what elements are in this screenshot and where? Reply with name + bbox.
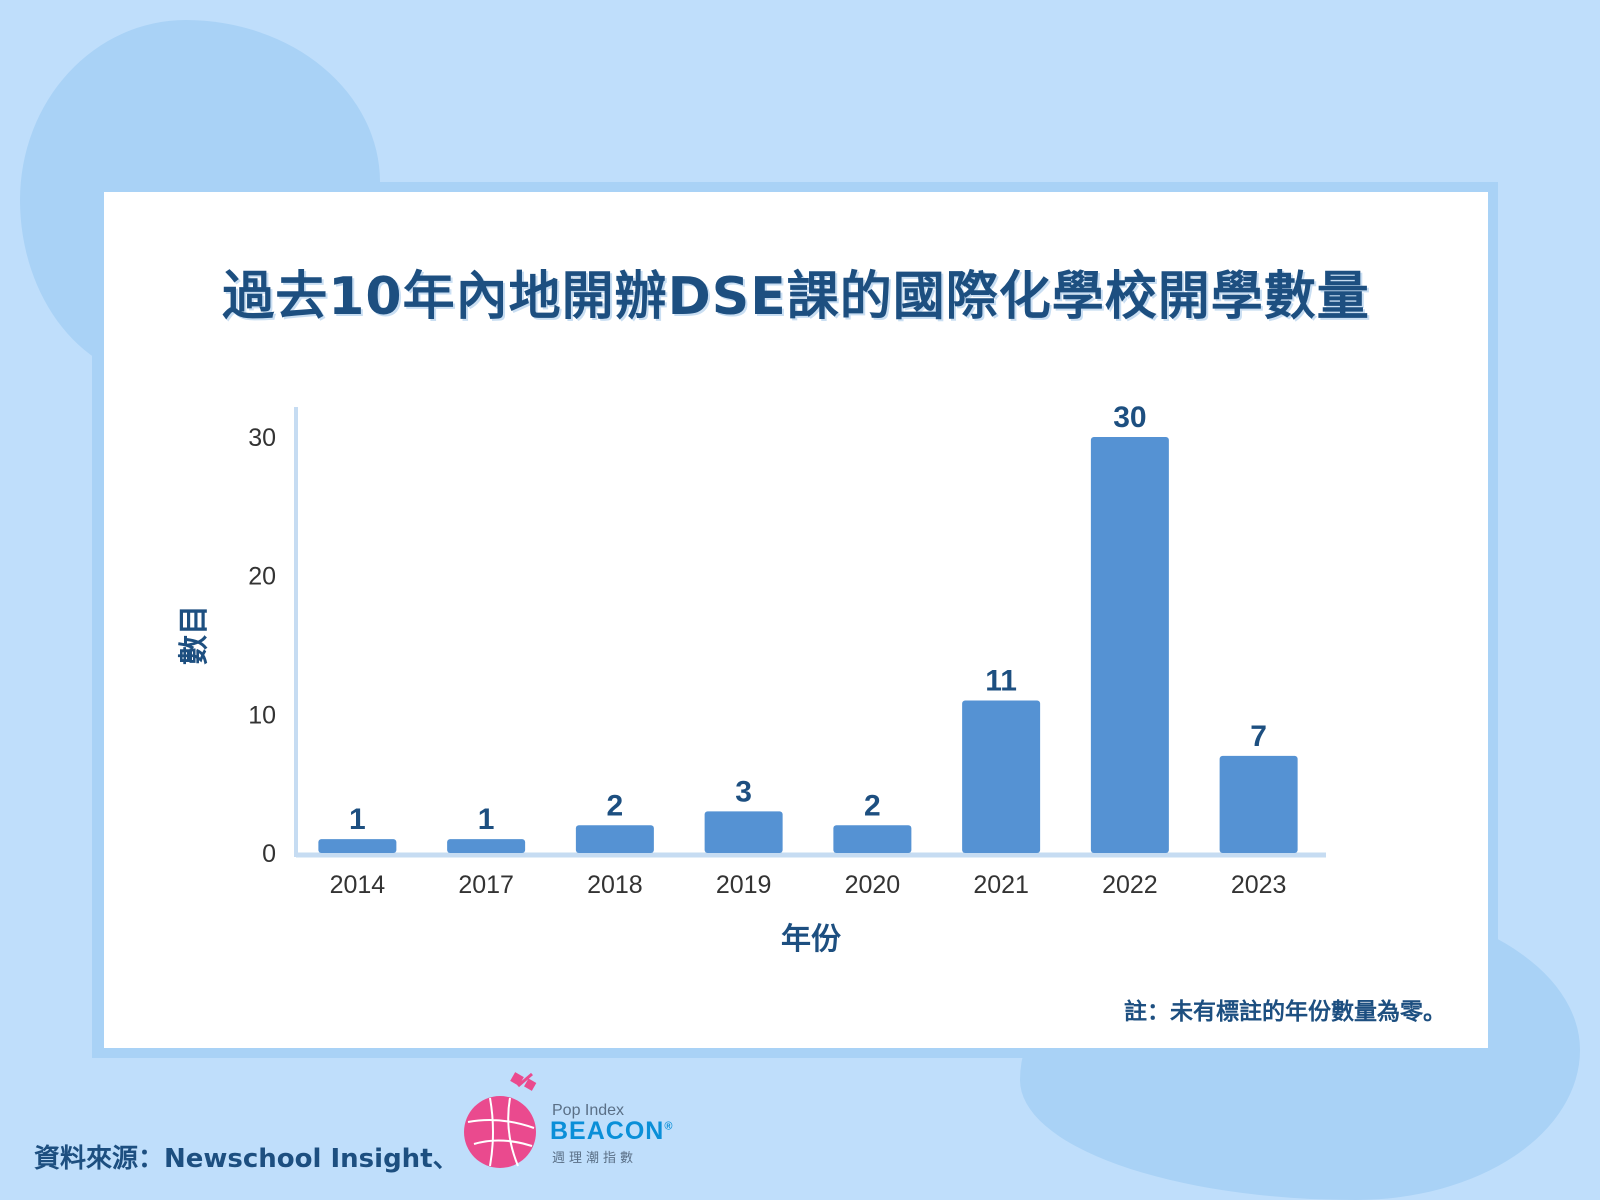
bar-value-label: 3 — [735, 775, 752, 808]
x-tick-label: 2014 — [330, 871, 386, 899]
x-tick-label: 2017 — [458, 871, 514, 899]
bar-value-label: 1 — [349, 803, 366, 836]
source-credit: 資料來源：Newschool Insight、 — [34, 1144, 459, 1174]
bar — [833, 825, 912, 853]
bar — [318, 839, 397, 853]
bar-chart: 0 10 20 30 1 2014 1 2017 2 2018 3 2019 2 2020 11 2021 30… — [177, 401, 1326, 957]
bar-value-label: 2 — [607, 789, 624, 822]
y-tick-label: 20 — [248, 563, 276, 591]
chart-card: 過去10年內地開辦DSE課的國際化學校開學數量 0 10 20 30 1 2014 1 201… — [104, 192, 1488, 1048]
y-tick-label: 30 — [248, 424, 276, 452]
bar-value-label: 30 — [1113, 401, 1146, 434]
bar-value-label: 11 — [985, 664, 1017, 697]
y-axis-title: 數目 — [177, 605, 212, 665]
bar — [447, 839, 526, 853]
bar-value-label: 1 — [478, 803, 495, 836]
logo-brand-text: BEACON® — [550, 1117, 674, 1145]
bar — [704, 811, 783, 853]
beacon-logo-icon — [464, 1072, 537, 1168]
beacon-logo: Pop Index BEACON® 週理潮指數 — [460, 1072, 690, 1172]
logo-small-text: Pop Index — [552, 1102, 625, 1119]
x-tick-label: 2020 — [845, 871, 901, 899]
bar — [575, 825, 654, 853]
y-tick-label: 10 — [248, 701, 276, 729]
logo-subtitle: 週理潮指數 — [552, 1151, 638, 1166]
x-axis-title: 年份 — [781, 922, 841, 957]
x-tick-label: 2019 — [716, 871, 772, 899]
bar-value-label: 7 — [1250, 720, 1267, 753]
x-tick-label: 2021 — [973, 871, 1029, 899]
footnote: 註：未有標註的年份數量為零。 — [1124, 999, 1446, 1025]
x-tick-label: 2018 — [587, 871, 643, 899]
bar-value-label: 2 — [864, 789, 881, 822]
bar — [962, 700, 1041, 853]
bar — [1090, 437, 1169, 853]
x-tick-label: 2023 — [1231, 871, 1287, 899]
chart-title: 過去10年內地開辦DSE課的國際化學校開學數量 — [222, 267, 1370, 327]
bar — [1219, 755, 1298, 853]
y-tick-label: 0 — [262, 840, 276, 868]
x-tick-label: 2022 — [1102, 871, 1158, 899]
